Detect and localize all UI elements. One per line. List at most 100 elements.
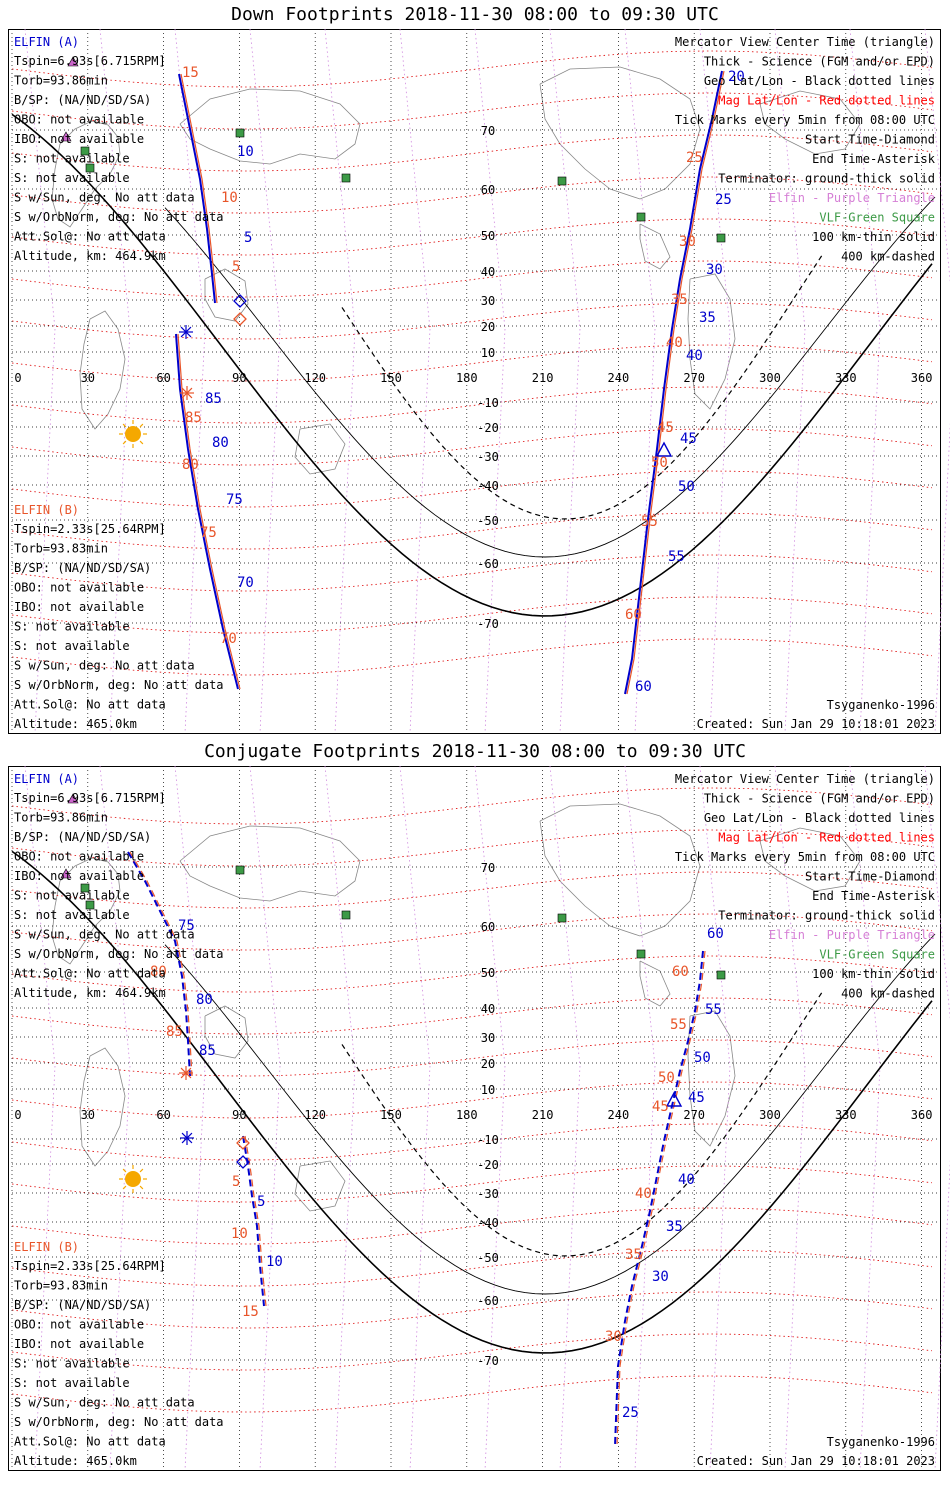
- lat-tick-label: 20: [481, 320, 495, 334]
- track-time-label: 30: [652, 1269, 669, 1285]
- end-time-asterisk: [180, 1067, 192, 1079]
- lat-tick-label: -20: [477, 1158, 499, 1172]
- mag-lat-line: [11, 260, 933, 298]
- track-time-label: 15: [182, 65, 199, 81]
- mag-lat-line: [11, 1375, 933, 1413]
- track-time-label: 45: [657, 420, 674, 436]
- track-time-label: 30: [679, 234, 696, 250]
- mag-lat-line: [11, 554, 933, 592]
- track-time-label: 10: [266, 1254, 283, 1270]
- mag-lon-line: [174, 765, 206, 1471]
- coastline: [687, 273, 736, 410]
- coastline: [759, 827, 861, 892]
- elfin-a-info-line: Altitude, km: 464.9km: [14, 249, 166, 263]
- lat-tick-label: 10: [481, 1083, 495, 1097]
- track-time-label: 60: [625, 607, 642, 623]
- lon-tick-label: 90: [232, 371, 246, 385]
- lat-tick-label: -40: [477, 479, 499, 493]
- track-time-label: 50: [658, 1070, 675, 1086]
- lat-tick-label: 30: [481, 294, 495, 308]
- down-footprints-plot: 70 60 50 40 30 20 10 -10 -20 -30 -40 -50 -60 -70 0 30 60…: [11, 28, 950, 734]
- track-time-label: 30: [706, 262, 723, 278]
- track-time-label: 20: [728, 69, 745, 85]
- model-label: Tsyganenko-1996: [827, 1435, 935, 1449]
- lat-tick-label: 60: [481, 920, 495, 934]
- lon-tick-label: 150: [380, 1108, 402, 1122]
- track-time-label: 35: [699, 310, 716, 326]
- sun-icon: [125, 1171, 141, 1187]
- track-time-label: 40: [686, 348, 703, 364]
- legend-line: Mag Lat/Lon - Red dotted lines: [718, 94, 935, 108]
- track-time-label: 45: [680, 431, 697, 447]
- elfin-b-info-line: IBO: not available: [14, 600, 144, 614]
- track-time-label: 40: [666, 335, 683, 351]
- mag-lat-line: [11, 787, 933, 825]
- track-time-label: 80: [196, 992, 213, 1008]
- legend-line: Elfin - Purple Triangle: [769, 191, 935, 205]
- lat-tick-label: 50: [481, 229, 495, 243]
- mag-lat-line: [11, 1207, 933, 1245]
- mag-lon-line: [99, 28, 131, 734]
- coastline: [179, 825, 361, 902]
- legend-line: Thick - Science (FGM and/or EPD): [704, 55, 935, 69]
- mag-lon-line: [399, 765, 431, 1471]
- track-time-label: 55: [668, 549, 685, 565]
- mag-lat-line: [11, 344, 933, 382]
- terminator-ground: [11, 850, 933, 1354]
- terminator-100km: [164, 933, 936, 1295]
- mag-lat-line: [11, 1333, 933, 1371]
- track-time-label: 80: [150, 964, 167, 980]
- legend-line: Geo Lat/Lon - Black dotted lines: [704, 74, 935, 88]
- track-time-label: 60: [635, 679, 652, 695]
- lon-tick-label: 0: [14, 1108, 21, 1122]
- mag-lon-line: [849, 765, 881, 1471]
- legend-line: VLF-Green Square: [819, 211, 935, 225]
- elfin-b-info-line: Tspin=2.33s[25.64RPM]: [14, 522, 166, 536]
- track-time-label: 50: [694, 1050, 711, 1066]
- center-time-triangle: [655, 441, 673, 457]
- mag-lon-line: [24, 765, 56, 1471]
- mag-lon-line: [249, 28, 281, 734]
- coastline: [179, 88, 361, 165]
- elfin-a-info-line: Altitude, km: 464.9km: [14, 986, 166, 1000]
- elfin-a-track: [242, 1135, 265, 1307]
- track-time-label: 5: [232, 1174, 240, 1190]
- mag-lat-line: [11, 913, 933, 951]
- elfin-a-info-line: S w/OrbNorm, deg: No att data: [14, 210, 224, 224]
- terminator-400km: [341, 254, 823, 520]
- elfin-a-info-line: IBO: not available: [14, 132, 144, 146]
- lat-tick-label: 60: [481, 183, 495, 197]
- elfin-a-info-line: B/SP: (NA/ND/SD/SA): [14, 93, 151, 107]
- elfin-b-info-line: S: not available: [14, 1376, 130, 1390]
- track-time-label: 70: [237, 575, 254, 591]
- mag-lat-line: [11, 218, 933, 256]
- track-time-label: 55: [641, 514, 658, 530]
- mag-lon-line: [924, 765, 950, 1471]
- lat-tick-label: 30: [481, 1031, 495, 1045]
- elfin-a-info-line: Torb=93.86min: [14, 74, 108, 88]
- legend-line: Geo Lat/Lon - Black dotted lines: [704, 811, 935, 825]
- elfin-b-info-line: Tspin=2.33s[25.64RPM]: [14, 1259, 166, 1273]
- sun-ray: [122, 423, 127, 428]
- elfin-a-info-line: S w/Sun, deg: No att data: [14, 928, 195, 942]
- elfin-b-info-line: Torb=93.83min: [14, 542, 108, 556]
- conjugate-footprints-plot: 70 60 50 40 30 20 10 -10 -20 -30 -40 -50 -60 -70 0 30 60…: [11, 765, 950, 1471]
- lon-tick-label: 210: [532, 1108, 554, 1122]
- sun-ray: [139, 1185, 144, 1190]
- lon-tick-label: 270: [683, 371, 705, 385]
- track-time-label: 35: [671, 292, 688, 308]
- legend-line: 100 km-thin solid: [812, 967, 935, 981]
- legend-line: Elfin - Purple Triangle: [769, 928, 935, 942]
- sun-icon: [125, 426, 141, 442]
- legend-line: 100 km-thin solid: [812, 230, 935, 244]
- vlf-station-marker: [716, 233, 726, 243]
- elfin-b-info-line: Altitude: 465.0km: [14, 1454, 137, 1468]
- elfin-b-info-line: OBO: not available: [14, 581, 144, 595]
- vlf-station-marker: [235, 128, 245, 138]
- coastline: [539, 803, 701, 937]
- end-time-asterisk: [181, 387, 193, 399]
- elfin-position-marker: [60, 131, 72, 142]
- start-time-diamond: [233, 312, 247, 326]
- lat-tick-label: 10: [481, 346, 495, 360]
